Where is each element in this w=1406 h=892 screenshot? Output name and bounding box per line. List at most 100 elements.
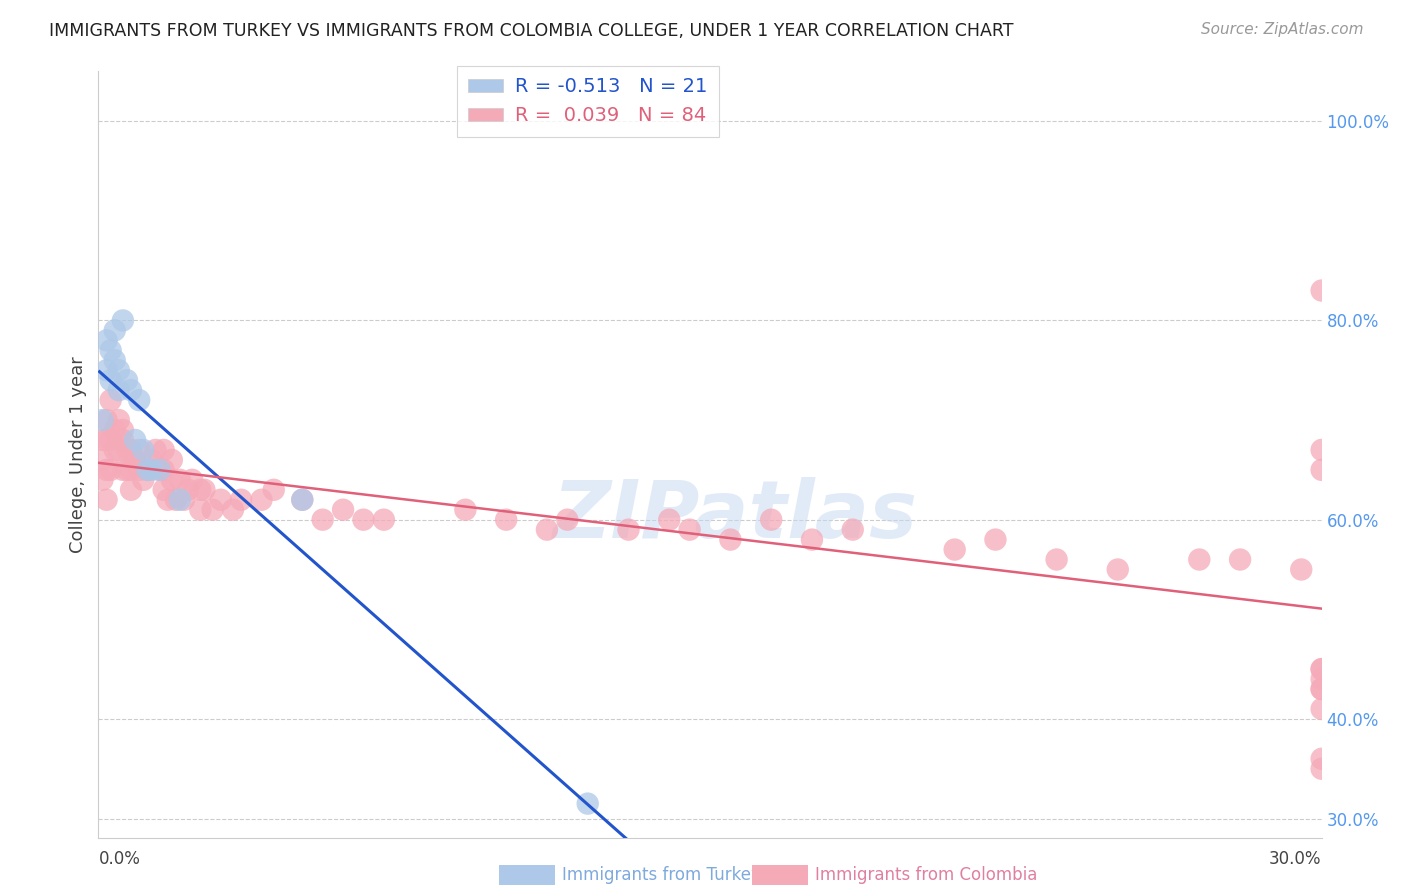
Point [111,463,134,477]
Point [1188,552,1211,566]
Point [1045,552,1069,566]
Y-axis label: College, Under 1 year: College, Under 1 year [69,357,87,553]
Point [332,502,354,516]
Point [120,463,142,477]
Point [152,483,174,497]
Point [173,492,195,507]
Point [141,453,163,467]
Point [169,492,191,507]
Point [108,442,131,457]
Point [132,442,155,457]
Point [156,492,179,507]
Point [104,323,127,337]
Point [96,334,118,348]
Point [658,513,681,527]
Point [943,542,966,557]
Point [250,492,273,507]
Point [1310,662,1333,676]
Text: Source: ZipAtlas.com: Source: ZipAtlas.com [1201,22,1364,37]
Point [96,492,118,507]
Point [100,373,122,387]
Point [718,533,742,547]
Point [115,463,138,477]
Point [108,363,131,377]
Point [120,483,142,497]
Point [152,463,174,477]
Point [1291,562,1313,576]
Point [100,343,122,358]
Point [111,423,134,437]
Point [761,513,783,527]
Point [1310,681,1333,696]
Point [201,502,224,516]
Point [312,513,335,527]
Point [149,463,172,477]
Point [222,502,245,516]
Point [136,463,159,477]
Point [801,533,824,547]
Point [188,483,212,497]
Point [181,473,204,487]
Point [1229,552,1251,566]
Point [536,523,558,537]
Text: 0.0%: 0.0% [98,850,141,869]
Point [555,513,579,527]
Legend: R = -0.513   N = 21, R =  0.039   N = 84: R = -0.513 N = 21, R = 0.039 N = 84 [457,66,718,136]
Point [100,463,122,477]
Point [128,463,150,477]
Point [1310,463,1333,477]
Text: Immigrants from Turkey: Immigrants from Turkey [562,866,761,884]
Point [1310,662,1333,676]
Point [263,483,285,497]
Text: ZIPatlas: ZIPatlas [553,477,917,556]
Point [291,492,314,507]
Point [120,383,142,397]
Point [352,513,374,527]
Point [193,483,215,497]
Point [1310,672,1333,686]
Point [454,502,477,516]
Point [291,492,314,507]
Point [108,413,131,427]
Point [177,483,200,497]
Point [984,533,1007,547]
Point [111,433,134,447]
Point [1310,681,1333,696]
Point [120,442,142,457]
Point [91,433,114,447]
Point [136,463,159,477]
Point [100,393,122,408]
Point [188,502,212,516]
Point [141,463,163,477]
Text: 30.0%: 30.0% [1270,850,1322,869]
Point [104,442,127,457]
Point [1107,562,1129,576]
Point [152,442,174,457]
Point [96,413,118,427]
Point [124,453,146,467]
Point [1310,762,1333,776]
Point [576,797,599,811]
Point [1310,442,1333,457]
Point [169,473,191,487]
Point [115,442,138,457]
Point [104,353,127,368]
Point [91,473,114,487]
Point [128,393,150,408]
Point [145,442,167,457]
Point [373,513,395,527]
Point [617,523,640,537]
Point [149,463,172,477]
Point [91,453,114,467]
Text: Immigrants from Colombia: Immigrants from Colombia [815,866,1038,884]
Point [1310,284,1333,298]
Point [132,473,155,487]
Point [96,463,118,477]
Point [160,453,183,467]
Point [160,473,183,487]
Point [96,433,118,447]
Point [100,433,122,447]
Point [91,413,114,427]
Point [111,313,134,327]
Point [165,492,187,507]
